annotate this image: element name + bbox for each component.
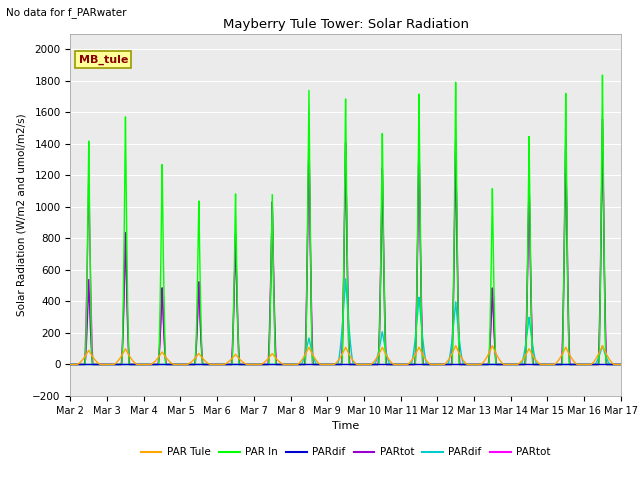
Y-axis label: Solar Radiation (W/m2 and umol/m2/s): Solar Radiation (W/m2 and umol/m2/s) bbox=[17, 113, 27, 316]
Text: MB_tule: MB_tule bbox=[79, 55, 128, 65]
Legend: PAR Tule, PAR In, PARdif, PARtot, PARdif, PARtot: PAR Tule, PAR In, PARdif, PARtot, PARdif… bbox=[136, 443, 555, 461]
Text: No data for f_PARwater: No data for f_PARwater bbox=[6, 7, 127, 18]
Title: Mayberry Tule Tower: Solar Radiation: Mayberry Tule Tower: Solar Radiation bbox=[223, 18, 468, 31]
X-axis label: Time: Time bbox=[332, 421, 359, 431]
